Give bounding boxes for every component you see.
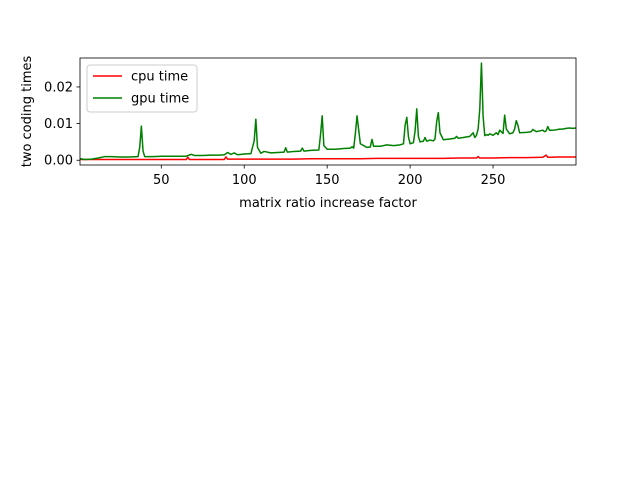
series-layer xyxy=(79,62,577,161)
series-line-gpu-time xyxy=(79,62,577,161)
x-tick-label: 150 xyxy=(315,173,340,188)
x-tick-label: 50 xyxy=(153,173,170,188)
series-line-cpu-time xyxy=(80,154,576,161)
y-tick-label: 0.02 xyxy=(44,80,73,95)
y-axis: 0.00 0.01 0.02 xyxy=(44,80,80,169)
axes-frame xyxy=(79,57,577,166)
x-axis: 50 100 150 200 250 xyxy=(153,165,505,188)
legend: cpu time gpu time xyxy=(86,64,198,113)
x-tick-label: 250 xyxy=(481,173,506,188)
x-axis-label: matrix ratio increase factor xyxy=(239,196,417,211)
legend-label-cpu-time: cpu time xyxy=(131,70,188,85)
y-tick-label: 0.01 xyxy=(44,117,73,132)
y-axis-label: two coding times xyxy=(20,56,35,168)
y-tick-label: 0.00 xyxy=(44,154,73,169)
x-tick-label: 100 xyxy=(232,173,257,188)
x-tick-label: 200 xyxy=(398,173,423,188)
legend-label-gpu-time: gpu time xyxy=(131,92,189,107)
